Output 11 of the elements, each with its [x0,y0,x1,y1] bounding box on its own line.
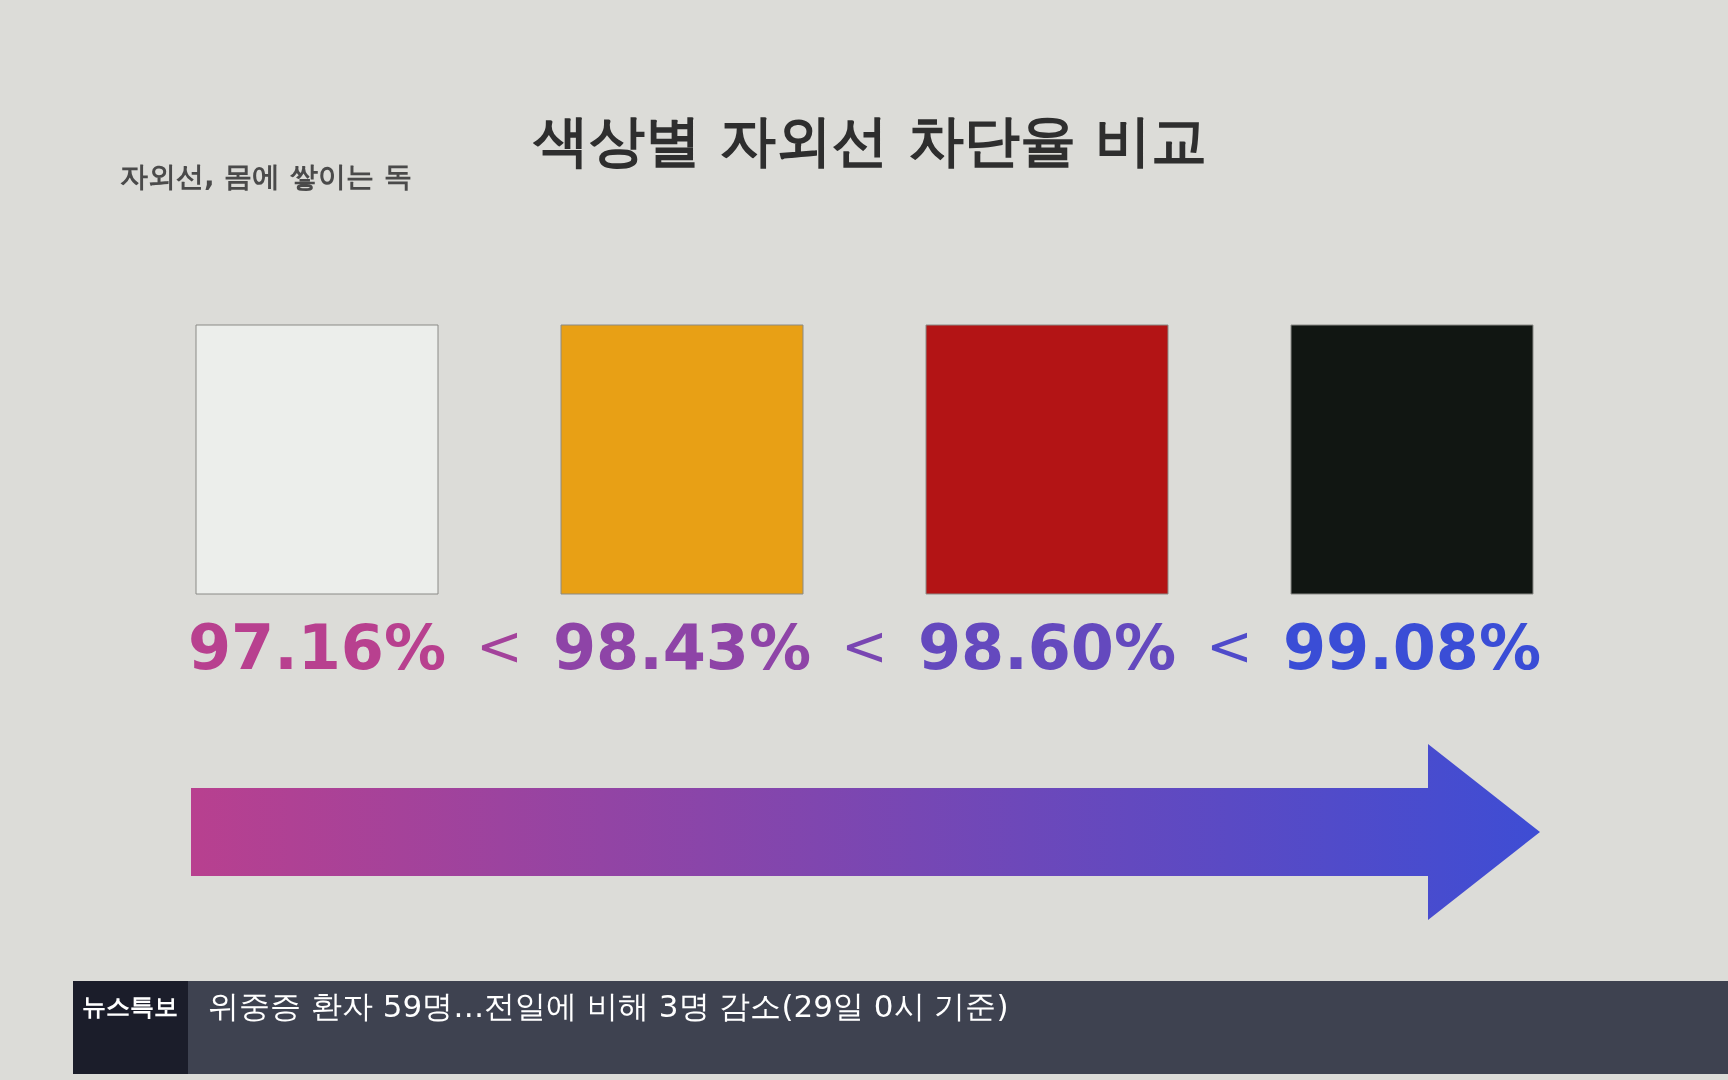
text: 위중증 환자 59명…전일에 비해 3명 감소(29일 0시 기준) [208,988,1009,1024]
data-label: 98.43% [552,611,812,684]
text: 뉴스특보 [82,993,178,1021]
text: < [1206,613,1253,678]
data-label: 98.60% [917,611,1177,684]
text: < [476,613,523,678]
data-label: 99.08% [1282,611,1542,684]
text: 색상별 자외선 차단율 비교 [531,108,1208,173]
text: 자외선, 몸에 쌓이는 독 [120,160,412,193]
text: < [841,613,888,678]
data-label: 97.16% [187,611,447,684]
